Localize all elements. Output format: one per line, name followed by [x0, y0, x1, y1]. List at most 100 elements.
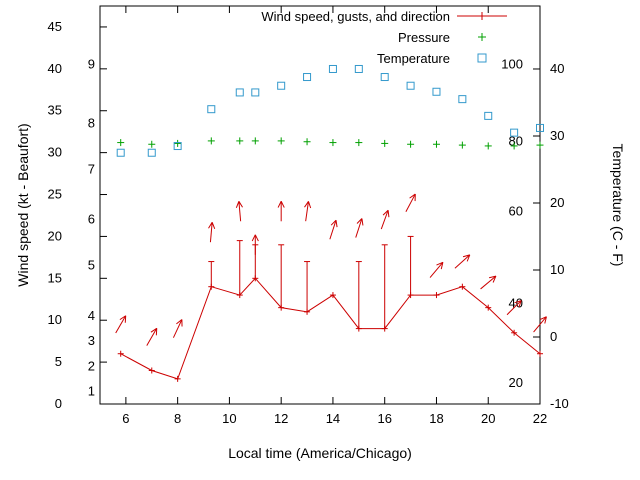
- x-tick-label: 8: [174, 411, 181, 426]
- plot-marks: 6 8 10 12 14 16 18 20 22051015202530354045123456…: [48, 6, 569, 426]
- temperature-marker: [173, 142, 182, 151]
- temperature-marker: [458, 95, 467, 104]
- wind-arrow-head: [119, 315, 126, 321]
- beaufort-label: 5: [88, 258, 95, 273]
- beaufort-label: 1: [88, 383, 95, 398]
- wind-arrow-head: [330, 219, 337, 226]
- y-left-axis-title: Wind speed (kt - Beaufort): [15, 123, 31, 286]
- wind-arrow-head: [409, 193, 416, 199]
- temperature-marker: [147, 148, 156, 157]
- y-right-tick-label: -10: [550, 396, 569, 411]
- x-tick-label: 12: [274, 411, 288, 426]
- temperature-marker: [432, 87, 441, 96]
- wind-arrow-head: [280, 201, 285, 208]
- wind-arrow-head: [251, 234, 256, 242]
- wind-arrow: [405, 193, 416, 212]
- wind-arrow-head: [539, 316, 547, 321]
- wind-arrow-head: [518, 300, 522, 308]
- wind-arrow-head: [235, 201, 240, 209]
- wind-arrow: [146, 328, 158, 346]
- wind-arrow: [506, 300, 522, 316]
- wind-arrow-head: [307, 201, 312, 209]
- y-left-tick-label: 30: [48, 145, 62, 160]
- wind-arrow-head: [208, 222, 213, 229]
- wind-arrow: [454, 254, 471, 269]
- beaufort-label: 2: [88, 358, 95, 373]
- wind-arrow-head: [492, 275, 497, 283]
- wind-arrow: [480, 275, 497, 290]
- beaufort-label: 4: [88, 308, 95, 323]
- legend: Wind speed, gusts, and direction Pressur…: [261, 9, 507, 66]
- wind-arrow: [209, 222, 213, 243]
- temperature-marker: [116, 148, 125, 157]
- x-tick-label: 10: [222, 411, 236, 426]
- temperature-marker: [328, 64, 337, 73]
- wind-arrow-head: [462, 254, 470, 258]
- wind-arrow-head: [238, 201, 243, 208]
- x-tick-label: 14: [326, 411, 340, 426]
- wind-arrow-head: [304, 201, 309, 208]
- wind-arrow-head: [277, 201, 282, 208]
- temperature-marker: [207, 105, 216, 114]
- y-right-tick-label: 20: [550, 195, 564, 210]
- legend-marker-temperature-square: [477, 53, 487, 63]
- wind-arrow-head: [544, 316, 547, 324]
- legend-label-pressure: Pressure: [398, 30, 450, 45]
- wind-arrow-head: [387, 210, 390, 218]
- x-axis-title: Local time (America/Chicago): [228, 445, 412, 461]
- fahrenheit-label: 60: [509, 203, 523, 218]
- y-left-tick-label: 15: [48, 270, 62, 285]
- wind-arrow-head: [361, 218, 364, 226]
- wind-arrow: [329, 220, 337, 240]
- wind-arrow-head: [211, 222, 216, 229]
- y-right-tick-label: 10: [550, 262, 564, 277]
- temperature-marker: [251, 88, 260, 97]
- x-tick-label: 18: [429, 411, 443, 426]
- y-left-tick-label: 35: [48, 103, 62, 118]
- y-left-tick-label: 40: [48, 61, 62, 76]
- beaufort-label: 9: [88, 57, 95, 72]
- x-tick-label: 22: [533, 411, 547, 426]
- fahrenheit-label: 20: [509, 375, 523, 390]
- y-left-tick-label: 5: [55, 354, 62, 369]
- wind-arrow-head: [176, 319, 183, 325]
- temperature-marker: [235, 88, 244, 97]
- wind-arrow: [172, 319, 183, 338]
- legend-label-wind: Wind speed, gusts, and direction: [261, 9, 450, 24]
- temperature-marker: [277, 81, 286, 90]
- fahrenheit-label: 80: [509, 134, 523, 149]
- fahrenheit-label: 100: [501, 57, 523, 72]
- wind-arrow: [238, 201, 242, 222]
- x-tick-label: 20: [481, 411, 495, 426]
- y-left-tick-label: 10: [48, 312, 62, 327]
- wind-arrow-head: [466, 254, 471, 262]
- temperature-marker: [380, 73, 389, 82]
- x-tick-label: 6: [122, 411, 129, 426]
- wind-arrow-head: [436, 261, 444, 266]
- y-left-tick-label: 0: [55, 396, 62, 411]
- wind-arrow-head: [150, 327, 158, 333]
- wind-arrow: [355, 218, 363, 238]
- temperature-marker: [354, 64, 363, 73]
- wind-arrow-head: [382, 209, 389, 216]
- wind-arrow-head: [356, 218, 363, 224]
- y-left-tick-label: 20: [48, 228, 62, 243]
- wind-arrow: [533, 316, 547, 333]
- wind-arrow: [380, 210, 389, 230]
- wind-arrow-head: [488, 275, 497, 279]
- wind-arrow-head: [440, 262, 444, 270]
- wind-arrow: [115, 315, 127, 334]
- plot-border: [99, 5, 541, 405]
- x-tick-label: 16: [377, 411, 391, 426]
- temperature-marker: [510, 128, 519, 137]
- y-right-tick-label: 0: [550, 329, 557, 344]
- beaufort-label: 3: [88, 333, 95, 348]
- y-left-tick-label: 45: [48, 19, 62, 34]
- y-left-tick-label: 25: [48, 187, 62, 202]
- beaufort-label: 7: [88, 161, 95, 176]
- legend-label-temperature: Temperature: [377, 51, 450, 66]
- beaufort-label: 6: [88, 212, 95, 227]
- wind-arrow: [305, 201, 309, 222]
